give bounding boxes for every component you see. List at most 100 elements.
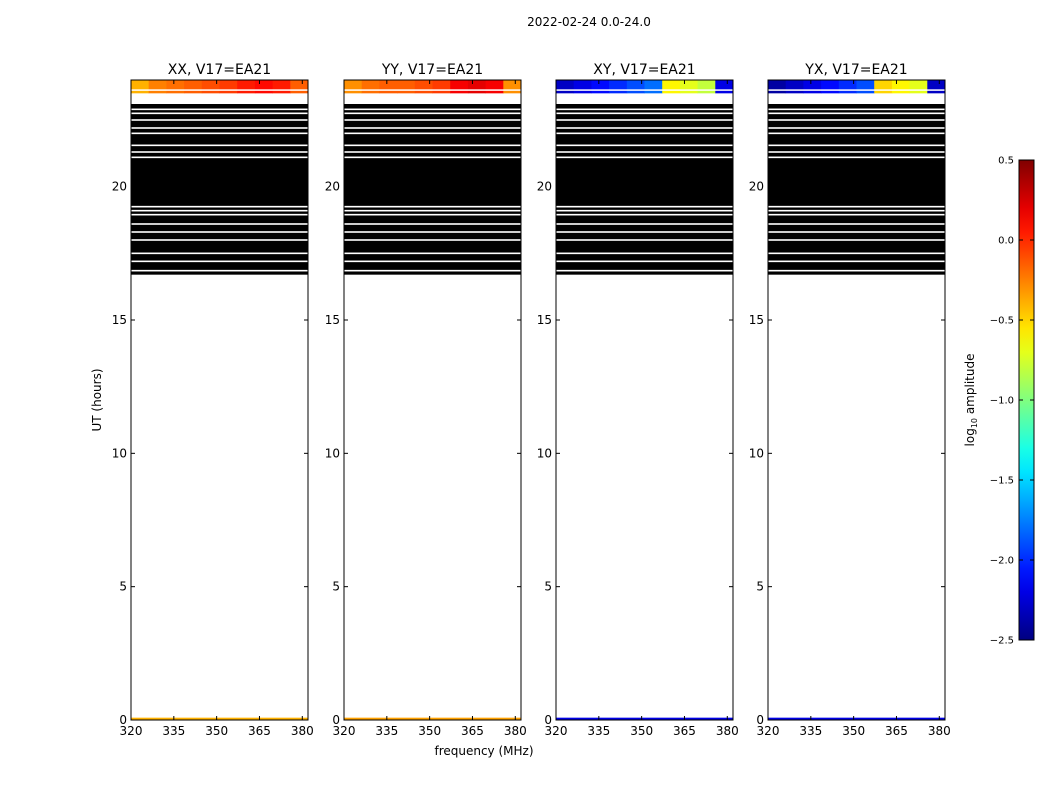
y-axis-label: UT (hours) <box>90 368 104 431</box>
white-gap-line <box>344 260 521 263</box>
white-gap-line <box>131 223 308 225</box>
x-tick-label: 350 <box>418 724 441 738</box>
white-gap-line <box>131 144 308 147</box>
white-gap-line <box>344 151 521 153</box>
white-gap-line <box>768 231 945 233</box>
x-tick-label: 380 <box>291 724 314 738</box>
white-gap-line <box>344 252 521 255</box>
x-tick-label: 335 <box>799 724 822 738</box>
y-tick-label: 20 <box>325 180 340 194</box>
white-gap-line <box>344 119 521 121</box>
white-gap-line <box>131 269 308 272</box>
y-tick-label: 0 <box>332 713 340 727</box>
top-band-cell <box>467 80 486 94</box>
colorbar-tick-label: 0.5 <box>998 156 1014 167</box>
white-gap-line <box>344 269 521 272</box>
white-gap-line <box>131 151 308 153</box>
y-tick-label: 20 <box>749 180 764 194</box>
top-band-cell <box>432 80 451 94</box>
bottom-strip <box>344 717 521 720</box>
top-band-cell <box>201 80 220 94</box>
y-tick-label: 10 <box>112 446 127 460</box>
white-gap-line <box>556 209 733 212</box>
y-tick-label: 0 <box>756 713 764 727</box>
white-gap-line <box>344 205 521 208</box>
y-tick-label: 0 <box>544 713 552 727</box>
white-gap-line <box>768 119 945 121</box>
top-band-cell <box>609 80 628 94</box>
white-gap-line <box>344 127 521 129</box>
top-band-cell <box>821 80 840 94</box>
x-tick-label: 335 <box>587 724 610 738</box>
x-tick-label: 365 <box>673 724 696 738</box>
white-gap-line <box>768 156 945 159</box>
y-tick-label: 10 <box>537 446 552 460</box>
top-band-cell <box>148 80 167 94</box>
white-gap-line <box>768 213 945 216</box>
white-gap-line <box>556 213 733 216</box>
top-band-cell <box>573 80 592 94</box>
top-band-cell <box>697 80 716 94</box>
x-axis-label: frequency (MHz) <box>434 744 533 758</box>
x-tick-label: 320 <box>120 724 143 738</box>
bottom-strip <box>556 717 733 720</box>
colorbar-tick-label: −1.5 <box>990 476 1014 487</box>
white-gap-line <box>556 112 733 115</box>
panel-1: XX, V17=EA21 320 335 350 365 380 0 5 10 15 20 <box>112 62 314 738</box>
y-tick-label: 5 <box>332 580 340 594</box>
top-band-cell <box>485 80 504 94</box>
y-tick-label: 10 <box>325 446 340 460</box>
top-band-cell <box>361 80 380 94</box>
panel-3: XY, V17=EA21 320 335 350 365 380 0 5 10 15 20 <box>537 62 739 738</box>
x-tick-label: 350 <box>630 724 653 738</box>
top-band-cell <box>591 80 610 94</box>
white-gap-line <box>556 144 733 147</box>
colorbar-tick-label: 0.0 <box>998 236 1014 247</box>
white-gap-line <box>768 144 945 147</box>
top-band-cell <box>856 80 875 94</box>
top-band-cell <box>556 80 575 94</box>
white-gap-line <box>131 239 308 241</box>
white-gap-line <box>131 205 308 208</box>
x-tick-label: 335 <box>375 724 398 738</box>
top-band-cell <box>626 80 645 94</box>
white-gap-line <box>344 156 521 159</box>
band-gap-line <box>344 89 521 91</box>
top-band-cell <box>290 80 309 94</box>
white-gap-line <box>344 209 521 212</box>
panel-frame <box>767 79 946 721</box>
x-tick-label: 320 <box>333 724 356 738</box>
white-gap-line <box>131 132 308 135</box>
panel-title: YX, V17=EA21 <box>804 62 907 78</box>
top-band-cell <box>768 80 787 94</box>
white-gap-line <box>131 209 308 212</box>
white-gap-line <box>344 223 521 225</box>
top-band-cell <box>184 80 203 94</box>
top-band-cell <box>414 80 433 94</box>
white-gap-line <box>556 231 733 233</box>
white-gap-line <box>344 132 521 135</box>
white-gap-line <box>768 151 945 153</box>
y-tick-label: 0 <box>119 713 127 727</box>
top-band-cell <box>644 80 663 94</box>
white-gap-line <box>556 205 733 208</box>
top-band-cell <box>803 80 822 94</box>
top-band-cell <box>237 80 256 94</box>
top-band-cell <box>272 80 291 94</box>
white-gap-line <box>768 239 945 241</box>
top-band-cell <box>838 80 857 94</box>
top-band-cell <box>503 80 522 94</box>
white-gap-line <box>768 108 945 111</box>
top-band-cell <box>397 80 416 94</box>
top-band-cell <box>662 80 681 94</box>
white-gap-line <box>768 269 945 272</box>
x-tick-label: 380 <box>716 724 739 738</box>
top-band-cell <box>715 80 734 94</box>
y-tick-label: 15 <box>112 313 127 327</box>
colorbar-tick-label: −1.0 <box>990 396 1014 407</box>
white-gap-line <box>556 252 733 255</box>
top-band-cell <box>219 80 238 94</box>
panel-frame <box>555 79 734 721</box>
x-tick-label: 380 <box>928 724 951 738</box>
